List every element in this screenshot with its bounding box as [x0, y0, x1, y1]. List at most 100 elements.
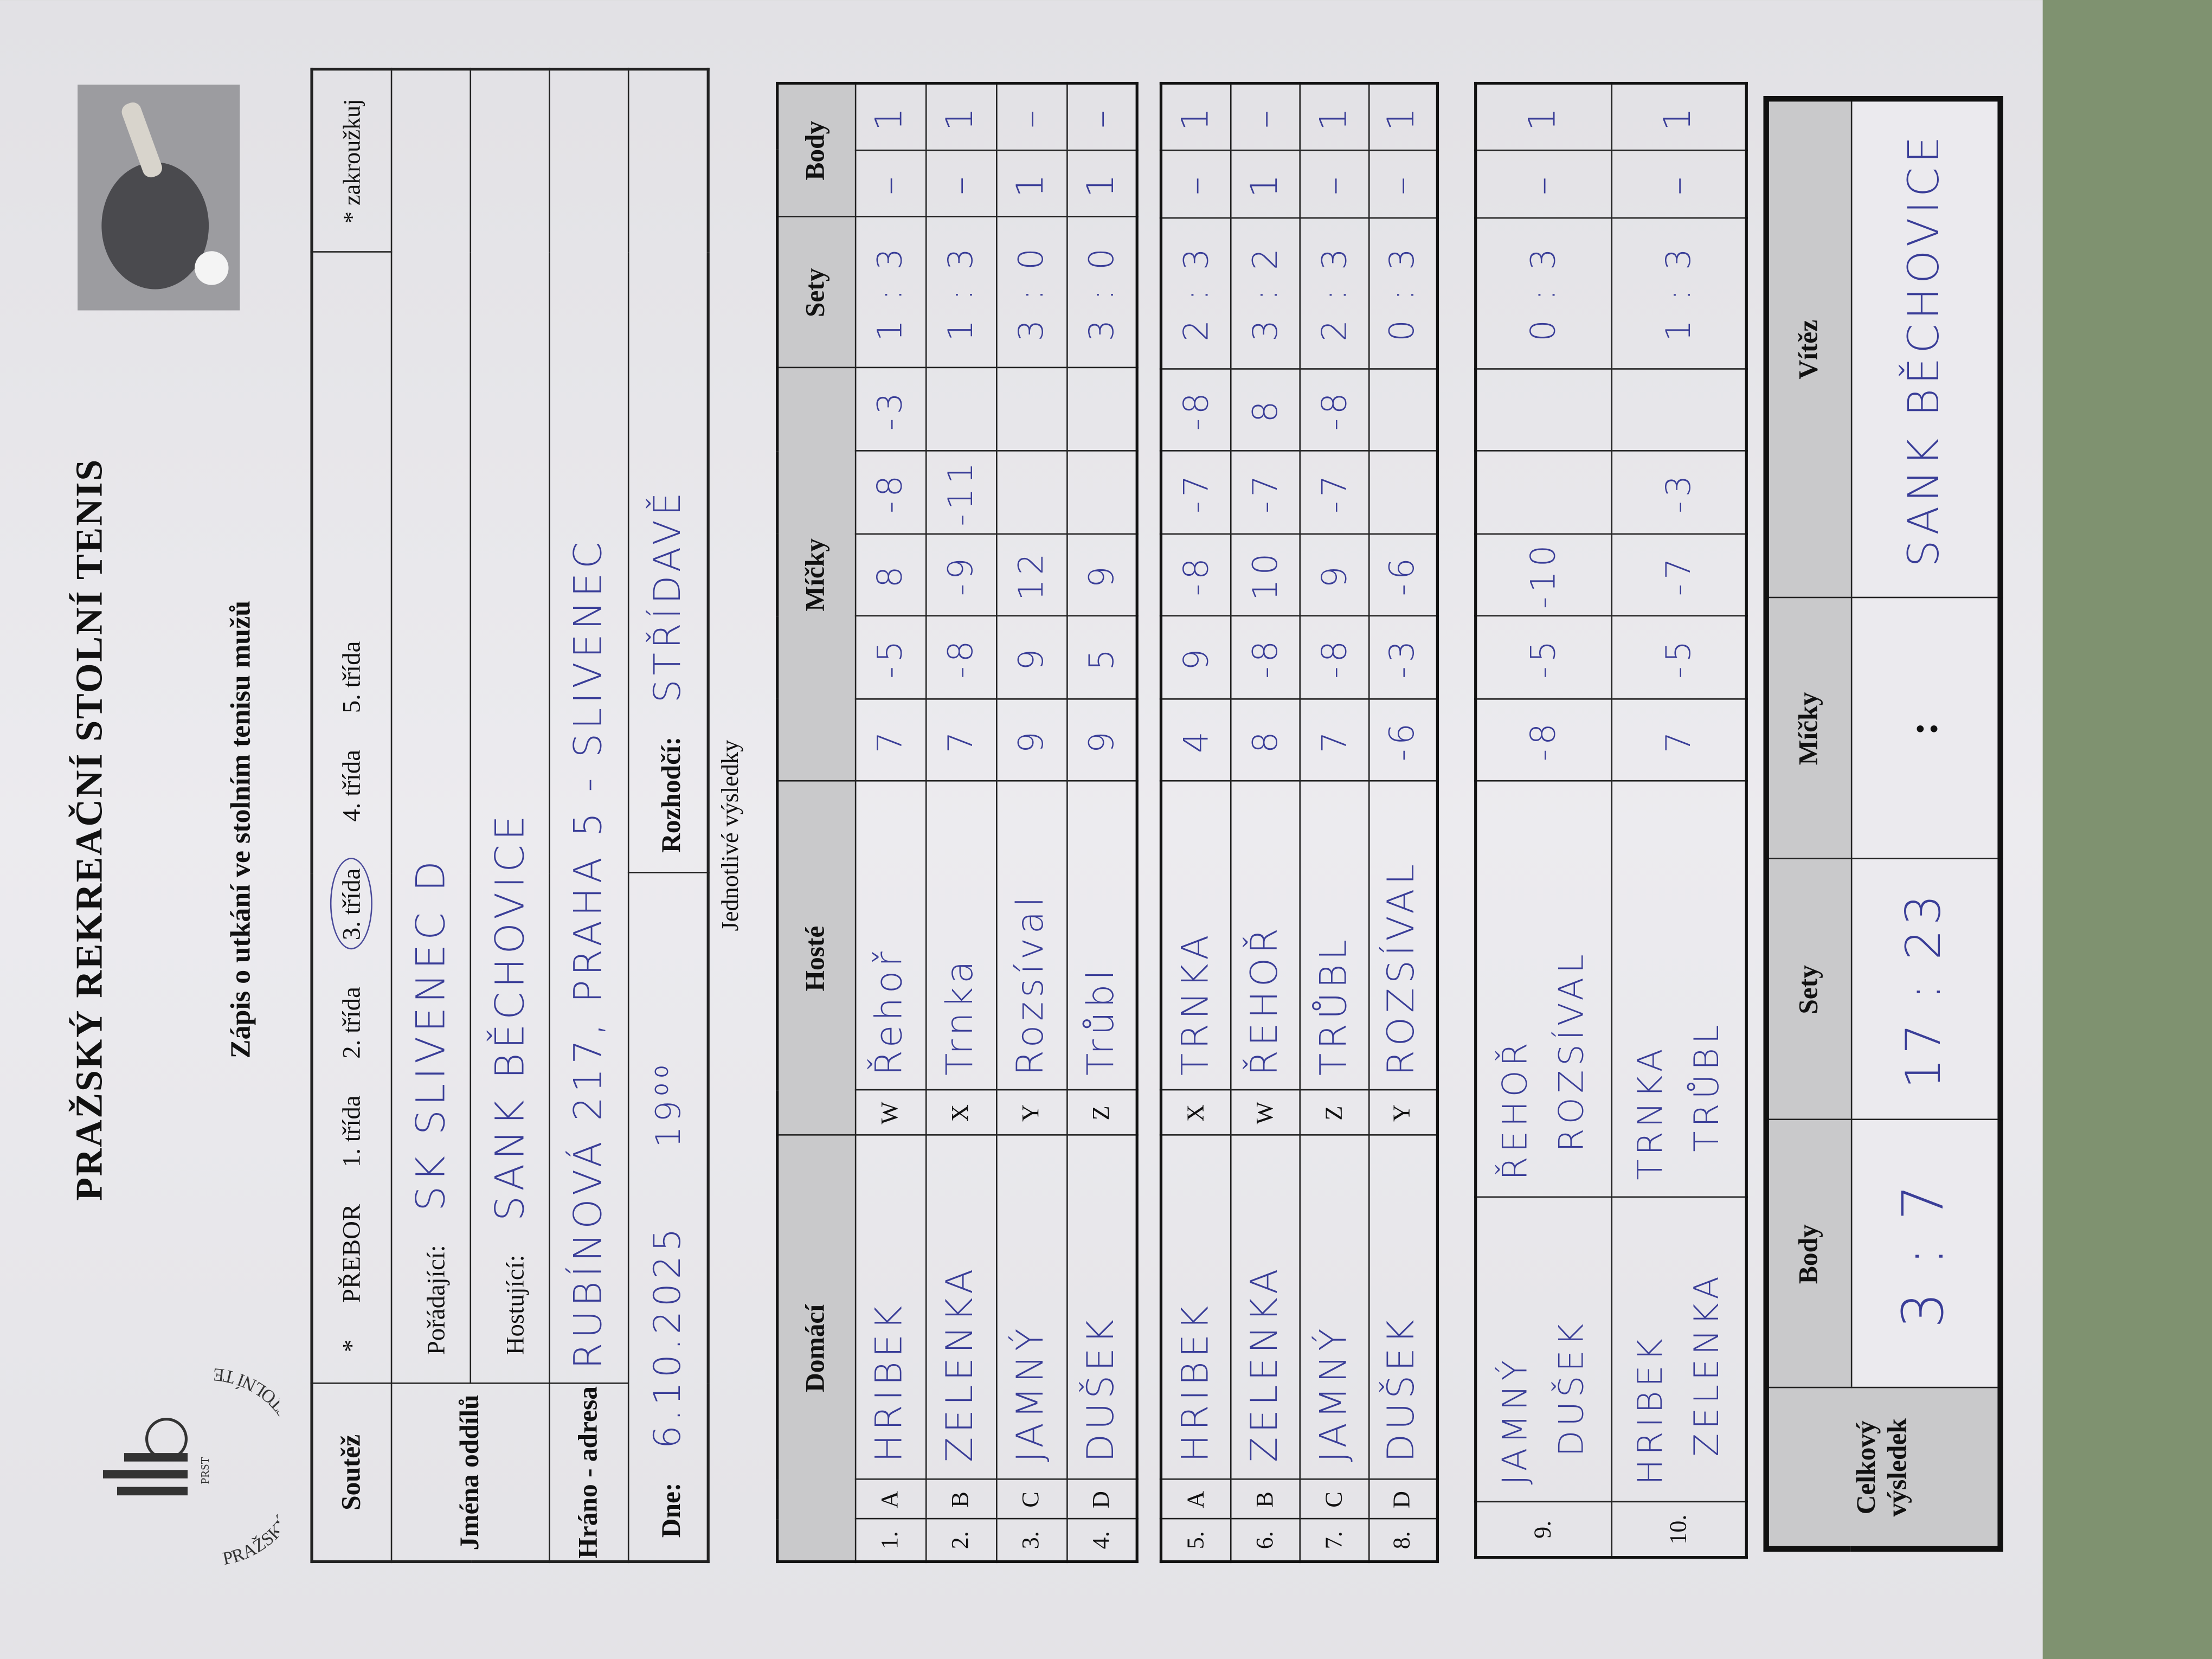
singles-match-row: 8. D DUŠEK Y ROZSÍVAL -6 -3 -6 0 : 3–1 [1368, 83, 1438, 1562]
ball-score-set-1: 7 [854, 699, 925, 782]
ball-score-set-5: -8 [1161, 368, 1230, 451]
ball-score-set-2: -8 [1230, 616, 1300, 699]
home-player: DUŠEK [1552, 1319, 1592, 1457]
guest-player: ROZSÍVAL [1368, 781, 1438, 1091]
singles-match-row: 2. B ZELENKA X Trnka 7 -8 -9 -11 1 : 3–1 [925, 83, 996, 1562]
home-point: 1 [996, 150, 1067, 217]
host-label: Hostující: [500, 1255, 529, 1355]
home-point: – [1161, 150, 1230, 217]
home-player: HRIBEK [1161, 1135, 1230, 1480]
ball-score-set-2: -8 [1299, 616, 1368, 699]
home-pair: HRIBEK ZELENKA [1611, 1198, 1747, 1503]
ball-score-set-2: -5 [1475, 616, 1611, 699]
singles-match-row: 5. A HRIBEK X TRNKA 4 9 -8 -7 -8 2 : 3–1 [1161, 83, 1230, 1562]
home-point: – [925, 150, 996, 217]
guest-letter: Y [1368, 1090, 1438, 1136]
guest-player: ŘEHOŘ [1495, 1038, 1535, 1180]
doubles-match-row: 10. HRIBEK ZELENKA TRNKA TRŮBL 7 -5 -7 -3 1 : 3–1 [1611, 83, 1747, 1558]
ball-score-set-3: -7 [1611, 533, 1747, 616]
guest-letter: W [854, 1090, 925, 1136]
home-letter: C [1299, 1480, 1368, 1520]
ball-score-set-2: -8 [925, 616, 996, 699]
star-mark: * [337, 1339, 365, 1353]
home-player: JAMNÝ [1299, 1135, 1368, 1480]
total-sets-label: Sety [1766, 859, 1851, 1121]
ball-score-set-3: -8 [1161, 533, 1230, 616]
ball-score-set-4 [1368, 451, 1438, 534]
home-player: ZELENKA [1687, 1272, 1727, 1457]
sets-result: 3 : 0 [996, 217, 1067, 369]
total-points-label: Body [1766, 1120, 1851, 1388]
referee-value: STŘÍDAVĚ [647, 488, 690, 703]
guest-player: Trnka [925, 781, 996, 1091]
ball-score-set-3: 8 [854, 533, 925, 616]
paper-sheet: PRAŽSKÝ REKREAČNÍ STOLNÍ TENIS PRST PRAŽ… [0, 0, 2043, 1659]
home-player: JAMNÝ [996, 1135, 1067, 1480]
singles-match-row: 6. B ZELENKA W ŘEHOŘ 8 -8 10 -7 8 3 : 2 1– [1230, 83, 1300, 1562]
home-player: ZELENKA [1230, 1135, 1300, 1480]
guests-column-header: Hosté [777, 781, 855, 1136]
ball-score-set-2: 9 [996, 616, 1067, 699]
ball-score-set-1: -6 [1368, 699, 1438, 782]
total-label: Celkový výsledek [1766, 1388, 2001, 1549]
host-value: SANK BĚCHOVICE [486, 811, 533, 1221]
match-number: 10. [1611, 1502, 1747, 1558]
results-section-label: Jednotlivé výsledky [716, 740, 744, 931]
match-number: 1. [854, 1519, 925, 1562]
option-1-trida: 1. třída [337, 1095, 365, 1168]
guest-letter: Y [996, 1090, 1067, 1136]
guest-player: Řehoř [854, 781, 925, 1091]
ball-score-set-4 [1475, 451, 1611, 534]
winner-value: SANK BĚCHOVICE [1850, 99, 2001, 599]
ball-score-set-4: -7 [1299, 451, 1368, 534]
doubles-match-row: 9. JAMNÝ DUŠEK ŘEHOŘ ROZSÍVAL -8 -5 -10 0 : 3–1 [1475, 83, 1611, 1558]
guest-letter: Z [1299, 1090, 1368, 1136]
guest-player: Rozsíval [996, 781, 1067, 1091]
guest-point: 1 [854, 83, 925, 151]
paddle-icon [101, 102, 229, 290]
home-letter: B [1230, 1480, 1300, 1520]
ball-score-set-3: -6 [1368, 533, 1438, 616]
ball-score-set-3: -9 [925, 533, 996, 616]
ball-score-set-2: -5 [1611, 616, 1747, 699]
ball-score-set-1: 4 [1161, 699, 1230, 782]
ball-score-set-5: -3 [854, 368, 925, 451]
match-number: 8. [1368, 1519, 1438, 1562]
time-value: 19⁰⁰ [648, 1060, 688, 1148]
ball-score-set-2: -3 [1368, 616, 1438, 699]
date-label: Dne: [657, 1482, 686, 1538]
ball-score-set-1: -8 [1475, 699, 1611, 782]
sets-result: 0 : 3 [1368, 217, 1438, 369]
guest-letter: W [1230, 1090, 1300, 1136]
ball-score-set-4: -8 [854, 451, 925, 534]
guest-player: TRŮBL [1687, 1020, 1727, 1152]
ball-score-set-5 [1368, 368, 1438, 451]
home-point: 1 [1230, 150, 1300, 217]
circle-note: * zakroužkuj [312, 69, 392, 253]
organizer-value: SK SLIVENEC D [407, 857, 454, 1211]
home-player: HRIBEK [854, 1135, 925, 1480]
address-value: RUBÍNOVÁ 217, PRAHA 5 - SLIVENEC [567, 537, 611, 1369]
sets-result: 2 : 3 [1161, 217, 1230, 369]
prst-logo: PRAŽSKÝ REKREAČNÍ STOLNÍ TENIS PRST [68, 1364, 279, 1594]
total-balls-value: : [1850, 598, 2001, 859]
match-number: 4. [1066, 1519, 1137, 1562]
home-point: – [1299, 150, 1368, 217]
teams-label: Jména oddílů [391, 1384, 550, 1562]
ball-score-set-4: -11 [925, 451, 996, 534]
guest-letter: X [925, 1090, 996, 1136]
home-letter: D [1368, 1480, 1438, 1520]
ball-score-set-5 [996, 368, 1067, 451]
sets-result: 0 : 3 [1475, 217, 1611, 369]
ball-score-set-3: -10 [1475, 533, 1611, 616]
singles-table-2: 5. A HRIBEK X TRNKA 4 9 -8 -7 -8 2 : 3–1 6. B ZELENKA… [1159, 82, 1439, 1564]
doubles-table: 9. JAMNÝ DUŠEK ŘEHOŘ ROZSÍVAL -8 -5 -10 0 : 3–1 1… [1474, 82, 1748, 1559]
ball-score-set-5: -8 [1299, 368, 1368, 451]
date-value: 6.10.2025 [647, 1224, 690, 1449]
option-4-trida: 4. třída [337, 749, 365, 822]
sets-result: 2 : 3 [1299, 217, 1368, 369]
home-letter: B [925, 1480, 996, 1520]
match-number: 2. [925, 1519, 996, 1562]
total-balls-label: Míčky [1766, 598, 1851, 859]
